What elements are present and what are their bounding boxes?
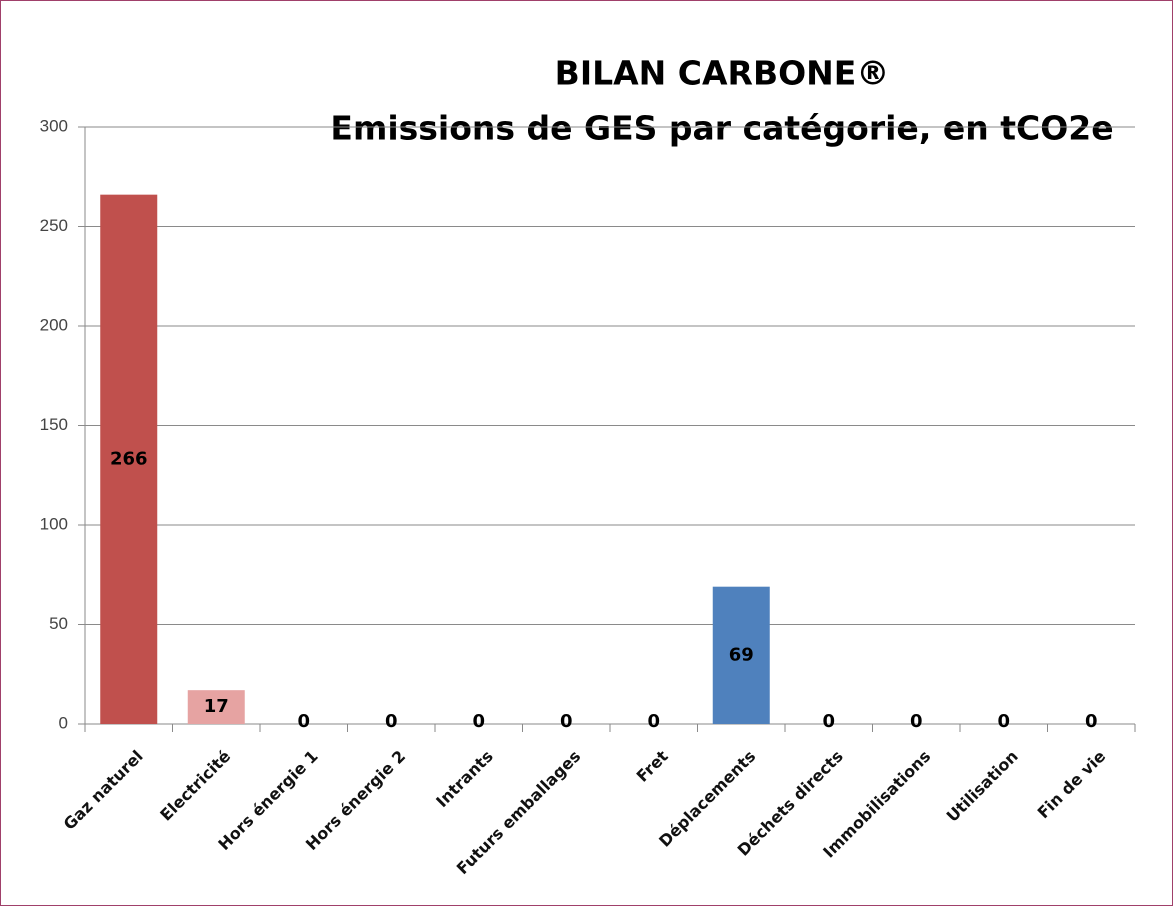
value-label: 69 <box>729 644 754 665</box>
y-tick-label: 50 <box>49 614 68 633</box>
value-label: 266 <box>110 448 148 469</box>
chart-title: BILAN CARBONE® <box>555 54 890 93</box>
y-tick-label: 0 <box>59 713 68 732</box>
value-label: 0 <box>647 711 660 732</box>
value-label: 0 <box>822 711 835 732</box>
y-tick-label: 250 <box>40 216 68 235</box>
value-label: 0 <box>385 711 398 732</box>
value-label: 0 <box>560 711 573 732</box>
value-label: 0 <box>472 711 485 732</box>
bar <box>100 194 158 724</box>
value-label: 0 <box>997 711 1010 732</box>
value-label: 17 <box>204 696 229 717</box>
y-tick-label: 200 <box>40 315 68 334</box>
bar <box>187 690 245 724</box>
y-tick-label: 300 <box>40 116 68 135</box>
value-label: 0 <box>910 711 923 732</box>
y-tick-label: 100 <box>40 514 68 533</box>
y-tick-label: 150 <box>40 415 68 434</box>
value-label: 0 <box>297 711 310 732</box>
chart-subtitle: Emissions de GES par catégorie, en tCO2e <box>330 109 1113 148</box>
bar <box>712 586 770 724</box>
value-label: 0 <box>1085 711 1098 732</box>
